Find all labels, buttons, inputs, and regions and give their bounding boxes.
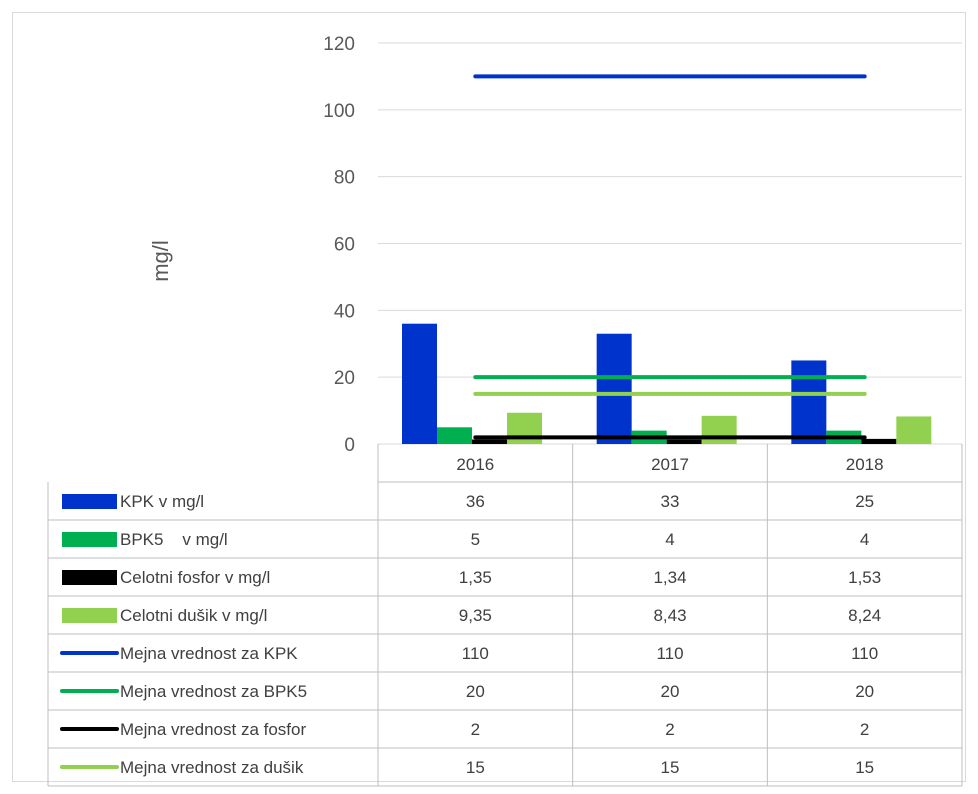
legend-key-celotni-du-ik-v-mg-l [62, 608, 117, 623]
table-cell-value: 33 [661, 492, 680, 511]
legend-label: Mejna vrednost za KPK [120, 644, 298, 663]
legend-key-kpk-v-mg-l [62, 494, 117, 509]
y-tick-label: 60 [334, 235, 355, 256]
legend-label: Celotni fosfor v mg/l [120, 568, 270, 587]
table-cell-value: 2 [860, 720, 869, 739]
y-tick-label: 120 [323, 34, 355, 55]
y-tick-label: 100 [323, 101, 355, 122]
table-cell-value: 15 [855, 758, 874, 777]
table-cell-value: 2 [471, 720, 480, 739]
x-tick-label: 2016 [456, 455, 494, 474]
bar-celotni-fosfor-v-mg-l [666, 439, 702, 444]
legend-key-bpk5-v-mg-l [62, 532, 117, 547]
legend-label: Celotni dušik v mg/l [120, 606, 267, 625]
table-cell-value: 2 [665, 720, 674, 739]
x-tick-label: 2018 [846, 455, 884, 474]
table-cell-value: 110 [462, 644, 489, 663]
table-cell-value: 9,35 [459, 606, 492, 625]
table-cell-value: 1,34 [653, 568, 686, 587]
legend-label: Mejna vrednost za dušik [120, 758, 304, 777]
table-cell-value: 1,53 [848, 568, 881, 587]
bar-celotni-du-ik-v-mg-l [701, 415, 737, 444]
table-cell-value: 15 [466, 758, 485, 777]
table-cell-value: 110 [656, 644, 683, 663]
data-table: 2016 2017 2018 KPK v mg/l 36 33 25 BPK5 v mg/l 5… [47, 444, 963, 787]
table-cell-value: 8,24 [848, 606, 881, 625]
legend-label: Mejna vrednost za fosfor [120, 720, 306, 739]
gridlines [378, 42, 962, 445]
table-cell-value: 4 [665, 530, 674, 549]
bar-kpk-v-mg-l [791, 360, 827, 444]
y-axis-label: mg/l [148, 240, 173, 282]
legend-label: KPK v mg/l [120, 492, 204, 511]
y-tick-label: 20 [334, 368, 355, 389]
table-cell-value: 20 [855, 682, 874, 701]
bar-celotni-fosfor-v-mg-l [472, 439, 507, 444]
table-cell-value: 8,43 [653, 606, 686, 625]
legend-label: Mejna vrednost za BPK5 [120, 682, 307, 701]
bar-bpk5-v-mg-l [437, 427, 472, 444]
y-tick-label: 40 [334, 301, 355, 322]
table-cell-value: 25 [855, 492, 874, 511]
y-axis: 0 20 40 60 80 100 120 [323, 34, 355, 456]
table-cell-value: 1,35 [459, 568, 492, 587]
y-tick-label: 0 [344, 435, 355, 456]
legend-label: BPK5 v mg/l [120, 530, 228, 549]
table-cell-value: 110 [851, 644, 878, 663]
table-cell-value: 20 [661, 682, 680, 701]
table-cell-value: 36 [466, 492, 485, 511]
table-cell-value: 5 [471, 530, 480, 549]
bar-celotni-du-ik-v-mg-l [896, 416, 932, 444]
table-cell-value: 15 [661, 758, 680, 777]
legend-key-celotni-fosfor-v-mg-l [62, 570, 117, 585]
table-cell-value: 20 [466, 682, 485, 701]
limit-lines [473, 74, 867, 440]
bar-kpk-v-mg-l [402, 323, 437, 444]
y-tick-label: 80 [334, 168, 355, 189]
chart-frame [12, 12, 966, 782]
bar-celotni-fosfor-v-mg-l [861, 438, 897, 444]
bars [402, 323, 932, 444]
table-cell-value: 4 [860, 530, 869, 549]
x-tick-label: 2017 [651, 455, 689, 474]
bar-kpk-v-mg-l [596, 333, 632, 444]
